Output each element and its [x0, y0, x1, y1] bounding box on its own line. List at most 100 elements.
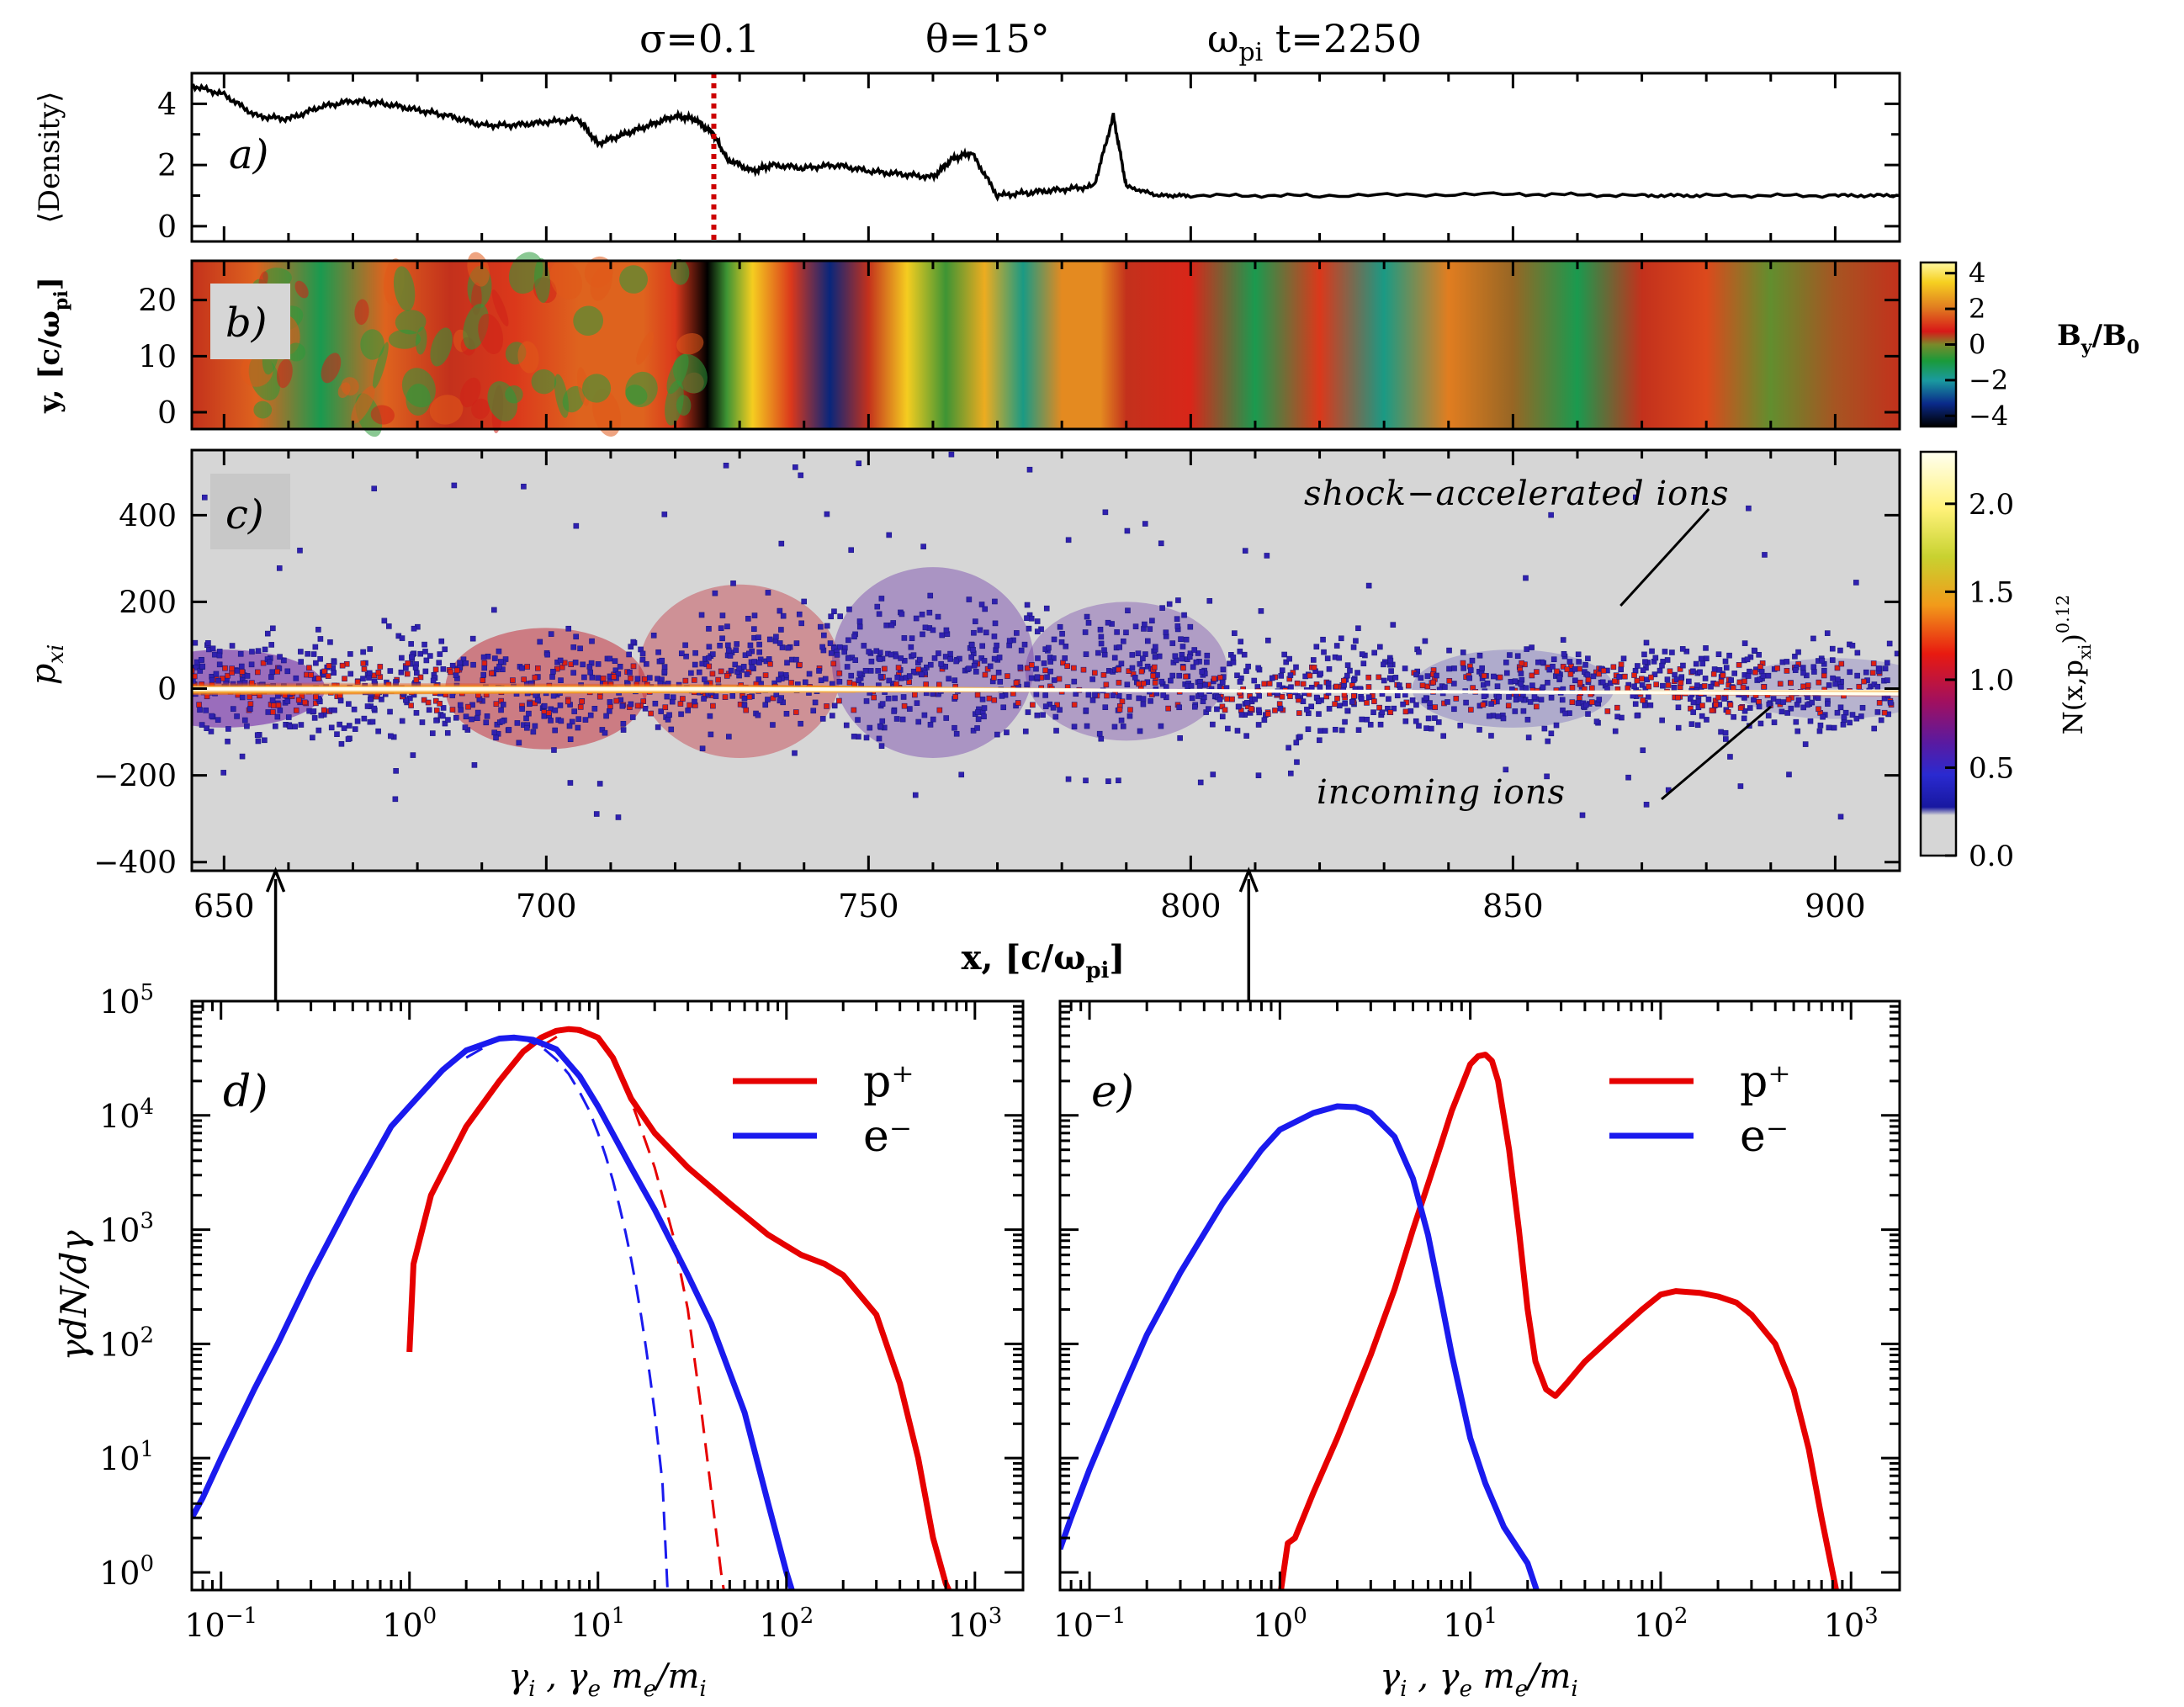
particle: [1640, 697, 1646, 703]
particle: [918, 671, 925, 678]
particle: [926, 609, 933, 616]
particle: [1634, 713, 1641, 718]
particle: [1123, 629, 1129, 636]
particle: [1217, 697, 1223, 702]
particle: [1029, 662, 1035, 668]
particle: [399, 655, 405, 661]
annotation-incoming: incoming ions: [1317, 773, 1566, 812]
particle: [581, 674, 587, 681]
particle: [983, 629, 989, 636]
particle: [1062, 655, 1068, 661]
particle: [756, 649, 762, 655]
particle: [1467, 667, 1474, 673]
particle: [715, 676, 721, 683]
particle: [1243, 733, 1249, 739]
particle: [527, 701, 533, 708]
particle: [1505, 702, 1512, 709]
particle: [1341, 677, 1347, 684]
particle: [1379, 709, 1386, 716]
particle: [273, 723, 278, 729]
particle: [1028, 675, 1035, 681]
particle: [999, 693, 1005, 699]
particle: [898, 655, 904, 661]
particle: [803, 679, 808, 686]
particle: [1071, 665, 1077, 671]
particle: [423, 657, 430, 664]
turbulent-patch: [625, 371, 658, 407]
panel-b-label: b): [225, 300, 267, 347]
turbulent-patch: [262, 268, 292, 287]
particle: [500, 702, 506, 708]
log-xtick-label: 102: [1633, 1604, 1688, 1644]
particle: [818, 623, 824, 630]
particle: [1409, 697, 1416, 703]
particle: [827, 640, 834, 646]
particle: [1342, 700, 1349, 707]
particle: [369, 718, 376, 725]
particle: [1453, 696, 1460, 702]
particle: [1577, 665, 1582, 672]
particle: [225, 726, 231, 732]
particle: [629, 714, 636, 720]
particle: [709, 651, 716, 657]
particle: [403, 665, 409, 671]
particle: [1446, 677, 1453, 684]
particle: [1416, 649, 1422, 655]
particle: [433, 708, 440, 713]
particle: [756, 660, 762, 665]
particle: [1858, 713, 1864, 719]
particle: [438, 638, 445, 644]
particle: [722, 694, 729, 700]
particle: [1548, 512, 1554, 518]
particle: [630, 663, 637, 670]
particle: [943, 627, 950, 633]
particle: [331, 670, 337, 676]
particle: [1631, 672, 1637, 678]
particle: [886, 677, 893, 684]
particle: [1320, 636, 1326, 643]
particle: [550, 692, 557, 699]
particle: [1545, 680, 1551, 686]
particle: [1165, 705, 1171, 712]
particle: [639, 656, 646, 663]
particle: [1847, 669, 1853, 676]
turbulent-patch: [459, 377, 481, 408]
particle: [1202, 682, 1208, 688]
particle: [321, 707, 327, 713]
legend-label-blue: e⁻: [863, 1111, 912, 1162]
particle: [1159, 605, 1165, 611]
colorbar-by-label: By/B0: [2057, 319, 2139, 358]
particle: [523, 715, 529, 722]
particle: [762, 672, 769, 678]
particle: [1315, 698, 1322, 705]
particle: [1376, 704, 1382, 711]
particle: [262, 646, 268, 653]
particle: [969, 642, 975, 648]
particle: [1158, 678, 1165, 685]
particle: [1589, 699, 1595, 705]
particle: [1024, 665, 1031, 671]
particle: [442, 646, 448, 653]
particle: [1830, 675, 1836, 681]
spectrum-e-: [1060, 1103, 1540, 1590]
particle: [310, 651, 317, 657]
particle: [1641, 651, 1647, 658]
particle: [1085, 692, 1092, 698]
particle: [792, 750, 798, 756]
particle: [1569, 684, 1576, 691]
log-ytick-label: 103: [99, 1209, 154, 1249]
particle: [409, 654, 415, 660]
particle: [997, 679, 1004, 685]
particle: [445, 717, 451, 723]
particle: [532, 674, 538, 681]
particle: [773, 633, 779, 640]
particle: [798, 720, 803, 727]
annotation-line-incoming: [1661, 705, 1772, 801]
particle: [1235, 703, 1242, 710]
particle: [1311, 665, 1317, 671]
particle: [655, 724, 661, 730]
particle: [894, 674, 901, 681]
particle: [909, 635, 915, 641]
particle: [1445, 699, 1450, 705]
